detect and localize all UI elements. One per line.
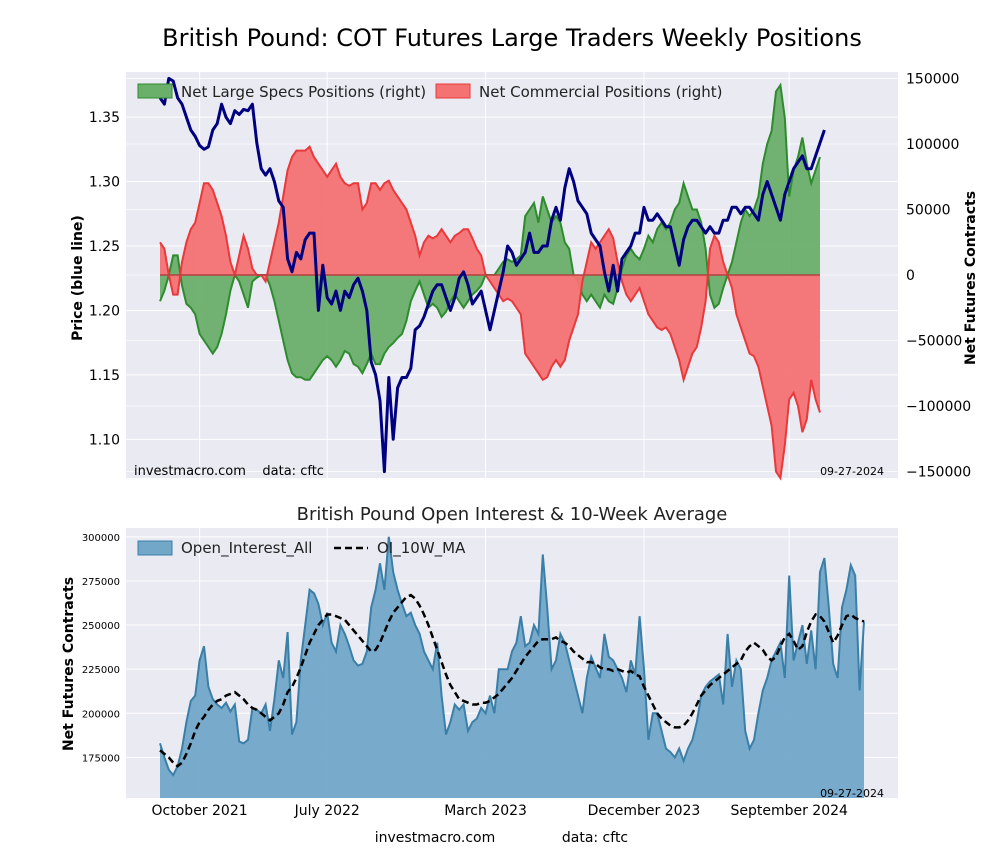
cot-ytick-1: 1.15 [89,368,120,384]
oi-xtick-1: July 2022 [294,803,360,819]
cot-ytick-3: 1.25 [89,239,120,255]
open-interest-chart: British Pound Open Interest & 10-Week Av… [61,504,898,819]
cot-right-ticks: −150000 −100000 −50000 0 50000 100000 150000 [906,72,971,481]
cot-price-layer [158,76,826,474]
oi-x-ticks: October 2021 July 2022 March 2023 December … [152,803,848,819]
oi-line [159,536,865,777]
oi-xtick-3: December 2023 [588,803,701,819]
commercial-area [160,146,820,478]
price-line [158,76,826,474]
figure-title: British Pound: COT Futures Large Traders… [162,24,862,52]
legend-swatch-oi [137,540,173,556]
cot-ylabel: Price (blue line) [70,215,86,341]
cot-y2label: Net Futures Contracts [963,191,979,365]
oi-ytick-3: 250000 [82,621,120,632]
cot-watermark: investmacro.com data: cftc [134,464,324,479]
cot-ytick-0: 1.10 [89,432,120,448]
cot-ytick-2: 1.20 [89,303,120,319]
oi-title: British Pound Open Interest & 10-Week Av… [297,504,728,525]
legend-label-commercial: Net Commercial Positions (right) [479,83,723,101]
oi-ytick-2: 225000 [82,665,120,676]
legend-label-ma: OI_10W_MA [377,539,466,558]
oi-ma-line [159,593,865,768]
oi-xtick-4: September 2024 [730,803,848,819]
commercial-line [159,145,821,481]
cot-ytick-4: 1.30 [89,175,120,191]
oi-area-layer [159,536,865,798]
legend-swatch-specs [137,83,173,99]
oi-ytick-0: 175000 [82,753,120,764]
cot-legend: Net Large Specs Positions (right) Net Co… [137,83,723,101]
legend-label-specs: Net Large Specs Positions (right) [181,83,426,101]
cot-y2tick-6: 150000 [906,72,959,88]
cot-y2tick-0: −150000 [906,464,971,480]
cot-ytick-5: 1.35 [89,110,120,126]
specs-area [160,85,820,380]
cot-y2tick-2: −50000 [906,333,962,349]
oi-area [160,536,864,798]
cot-areas [159,82,821,481]
oi-ma-layer [159,593,865,768]
cot-date-label: 09-27-2024 [820,465,884,478]
footer-source: data: cftc [562,830,628,846]
oi-ytick-4: 275000 [82,577,120,588]
footer-site: investmacro.com [375,830,495,846]
oi-y-ticks: 175000 200000 225000 250000 275000 300000 [82,533,120,765]
oi-xtick-2: March 2023 [444,803,527,819]
cot-left-ticks: 1.10 1.15 1.20 1.25 1.30 1.35 [89,110,120,448]
cot-chart: 1.101.151.201.251.301.35 −150000−100000−… [70,72,979,481]
oi-ytick-5: 300000 [82,533,120,544]
legend-label-oi: Open_Interest_All [181,539,312,558]
cot-y2tick-3: 0 [906,268,915,284]
oi-ytick-1: 200000 [82,709,120,720]
oi-date-label: 09-27-2024 [820,787,884,800]
oi-legend: Open_Interest_All OI_10W_MA [137,539,466,558]
cot-y2tick-5: 100000 [906,137,959,153]
oi-xtick-0: October 2021 [152,803,248,819]
oi-ylabel: Net Futures Contracts [61,577,77,751]
cot-y2tick-1: −100000 [906,399,971,415]
legend-swatch-commercial [435,83,471,99]
cot-y2tick-4: 50000 [906,203,951,219]
